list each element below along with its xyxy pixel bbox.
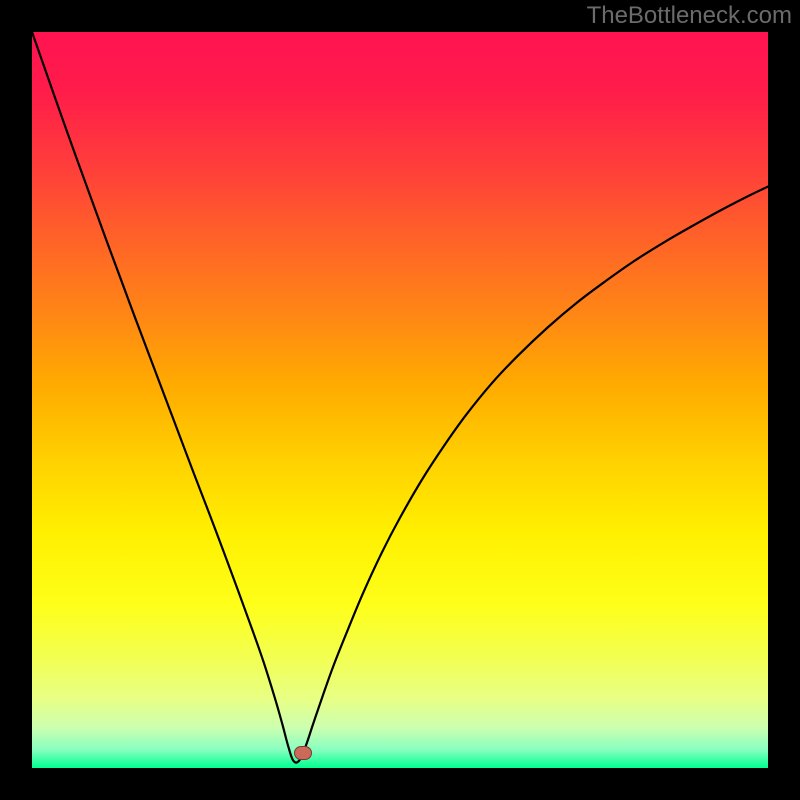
- chart-frame: TheBottleneck.com: [0, 0, 800, 800]
- watermark-text: TheBottleneck.com: [587, 2, 792, 30]
- vertex-marker: [294, 746, 312, 760]
- plot-area: [32, 32, 768, 768]
- bottleneck-curve: [32, 32, 768, 768]
